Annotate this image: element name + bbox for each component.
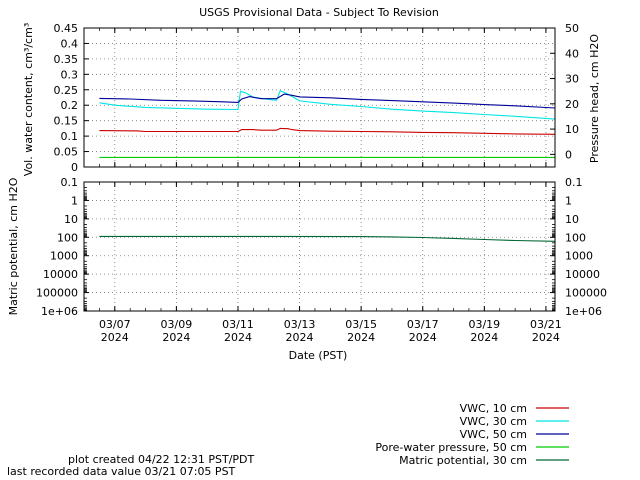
y-right-tick-label: 20	[565, 98, 579, 111]
y-tick-label: 0.1	[61, 176, 79, 189]
y-tick-label: 1e+06	[41, 305, 78, 318]
x-tick-label-date: 03/11	[222, 318, 254, 331]
y-tick-label: 1	[71, 194, 78, 207]
series-line-vwc-50-cm	[99, 93, 556, 109]
bottom-panel-border	[83, 181, 556, 312]
y-tick-label: 100000	[36, 287, 78, 300]
y-tick-label: 0.05	[54, 146, 79, 159]
x-tick-label-year: 2024	[347, 331, 375, 344]
footer-created: plot created 04/22 12:31 PST/PDT	[68, 453, 255, 466]
x-tick-label-year: 2024	[286, 331, 314, 344]
y-tick-label: 0.25	[54, 84, 79, 97]
y-right-tick-label: 10	[565, 123, 579, 136]
y-tick-label: 0.45	[54, 22, 79, 35]
x-tick-label-date: 03/07	[99, 318, 131, 331]
y-right-tick-label: 1e+06	[565, 305, 602, 318]
series-line-vwc-30-cm	[99, 89, 556, 120]
y-tick-label: 10000	[43, 268, 78, 281]
legend-label: Matric potential, 30 cm	[399, 454, 527, 467]
x-tick-label-year: 2024	[470, 331, 498, 344]
y-tick-label: 0.2	[61, 99, 79, 112]
chart-title: USGS Provisional Data - Subject To Revis…	[199, 6, 439, 19]
y-axis-label-left: Vol. water content, cm³/cm³	[22, 23, 35, 176]
y-tick-label: 0.35	[54, 53, 79, 66]
y-right-tick-label: 40	[565, 47, 579, 60]
x-tick-label-year: 2024	[224, 331, 252, 344]
legend-label: VWC, 10 cm	[460, 402, 527, 415]
y-tick-label: 10	[64, 213, 78, 226]
y-tick-label: 0.3	[61, 68, 79, 81]
footer-last-value: last recorded data value 03/21 07:05 PST	[7, 465, 236, 478]
legend-label: VWC, 30 cm	[460, 415, 527, 428]
top-panel: 0 0.05 0.1 0.15 0.2 0.25 0.3 0.35 0.4 0.45 0 10 20 30…	[22, 22, 601, 176]
y-right-tick-label: 1	[565, 194, 572, 207]
x-tick-label-year: 2024	[409, 331, 437, 344]
y-tick-label: 0	[71, 161, 78, 174]
y-right-tick-label: 0.1	[565, 176, 583, 189]
series-line-vwc-10-cm	[99, 127, 556, 135]
y-axis-label-right: Pressure head, cm H2O	[588, 34, 601, 163]
y-right-tick-label: 100000	[565, 287, 607, 300]
series-line-matric-potential-30-cm	[99, 235, 556, 242]
x-tick-label-date: 03/15	[345, 318, 377, 331]
y-right-tick-label: 10	[565, 213, 579, 226]
y-axis-label-bottom: Matric potential, cm H2O	[7, 177, 20, 315]
y-tick-label: 0.4	[61, 37, 79, 50]
y-tick-label: 0.1	[61, 130, 79, 143]
x-tick-label-date: 03/09	[161, 318, 193, 331]
x-tick-label-year: 2024	[532, 331, 560, 344]
y-right-tick-label: 0	[565, 148, 572, 161]
legend-label: VWC, 50 cm	[460, 428, 527, 441]
legend-label: Pore-water pressure, 50 cm	[375, 441, 527, 454]
x-tick-label-date: 03/19	[468, 318, 500, 331]
y-tick-label: 1000	[50, 250, 78, 263]
y-tick-label: 100	[57, 231, 78, 244]
y-tick-label: 0.15	[54, 115, 79, 128]
top-panel-border	[83, 27, 556, 168]
x-axis-label: Date (PST)	[289, 349, 348, 362]
y-right-tick-label: 30	[565, 73, 579, 86]
bottom-panel: 0.1 1 10 100 1000 10000 100000 1e+06 0.1 1 10 100 10…	[7, 176, 607, 344]
y-right-tick-label: 100	[565, 231, 586, 244]
y-right-tick-label: 10000	[565, 268, 600, 281]
x-tick-label-year: 2024	[101, 331, 129, 344]
plot-area	[84, 182, 555, 311]
x-tick-label-year: 2024	[162, 331, 190, 344]
x-tick-label-date: 03/21	[530, 318, 562, 331]
y-right-tick-label: 50	[565, 22, 579, 35]
x-tick-label-date: 03/17	[407, 318, 439, 331]
x-tick-label-date: 03/13	[284, 318, 316, 331]
y-right-tick-label: 1000	[565, 250, 593, 263]
